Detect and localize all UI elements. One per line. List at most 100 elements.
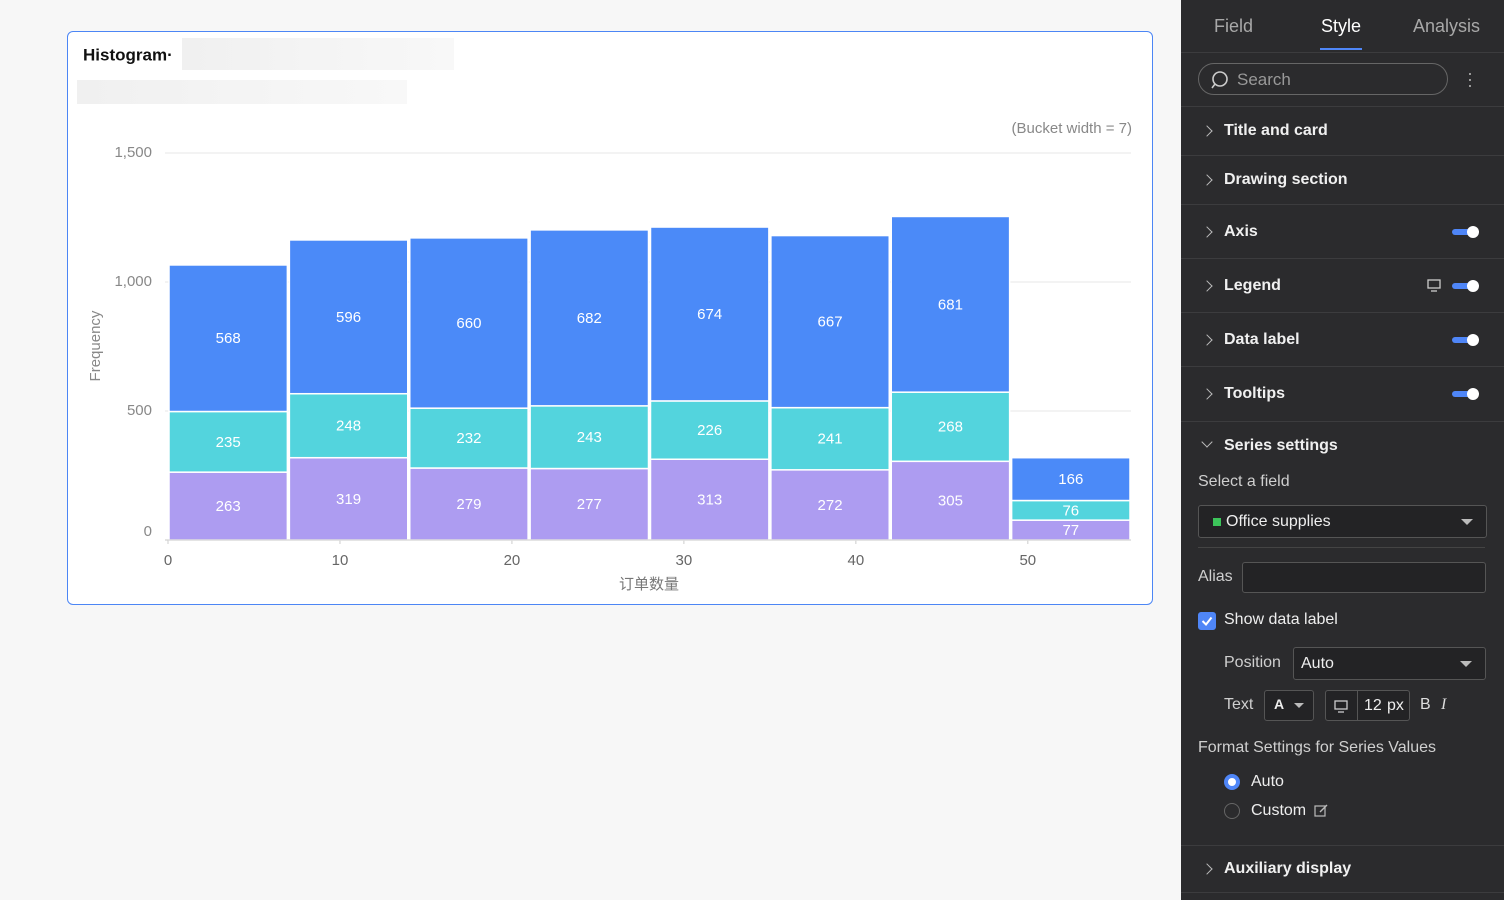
- radio[interactable]: [1224, 774, 1240, 790]
- data-label: 660: [456, 315, 481, 332]
- section-label: Drawing section: [1224, 171, 1348, 188]
- x-tick-label: 40: [848, 552, 865, 569]
- font-size: 12: [1364, 697, 1382, 714]
- position-dropdown[interactable]: Auto: [1293, 647, 1486, 680]
- toggle[interactable]: [1452, 279, 1479, 292]
- histogram-bar-segment: [288, 456, 409, 541]
- data-label: 77: [1062, 522, 1079, 539]
- data-label: 279: [456, 496, 481, 513]
- data-label: 268: [938, 419, 963, 436]
- histogram-bar-segment: [409, 237, 529, 409]
- section-row[interactable]: Tooltips: [1181, 367, 1504, 422]
- font-size-input[interactable]: 12 px: [1325, 690, 1410, 721]
- position-value: Auto: [1301, 655, 1334, 672]
- data-label: 248: [336, 418, 361, 435]
- section-row[interactable]: Data label: [1181, 313, 1504, 367]
- data-label: 241: [818, 431, 843, 448]
- toggle[interactable]: [1452, 333, 1479, 346]
- histogram-bar-segment: [1010, 456, 1131, 502]
- blurred-title: [182, 38, 454, 70]
- data-label: 243: [577, 429, 602, 446]
- device-icon: [1427, 279, 1441, 292]
- histogram-bar-segment: [890, 215, 1011, 393]
- data-label: 166: [1058, 471, 1083, 488]
- chart-title: Histogram·: [83, 45, 173, 64]
- data-label: 226: [697, 422, 722, 439]
- data-label: 235: [216, 434, 241, 451]
- section-row[interactable]: Axis: [1181, 205, 1504, 259]
- histogram-bar-segment: [168, 264, 289, 413]
- section-label: Axis: [1224, 222, 1258, 240]
- show-label-checkbox[interactable]: [1198, 612, 1216, 630]
- histogram-bar-segment: [288, 239, 409, 395]
- data-label: 263: [216, 498, 241, 515]
- data-label: 682: [577, 310, 602, 327]
- section-row[interactable]: Auxiliary display: [1181, 846, 1504, 893]
- data-label: 277: [577, 496, 602, 513]
- field-value: Office supplies: [1226, 513, 1331, 530]
- section-row[interactable]: Title and card: [1181, 107, 1504, 156]
- tab[interactable]: Analysis: [1413, 16, 1481, 36]
- histogram-bar-segment: [649, 226, 770, 402]
- x-tick-label: 0: [164, 552, 172, 569]
- chart: Histogram· (Bucket width = 7) Frequency …: [77, 38, 1132, 593]
- blurred-subtitle: [77, 80, 407, 104]
- check-mark: [1201, 616, 1213, 627]
- bucket-note: (Bucket width = 7): [1012, 120, 1132, 137]
- divider: [1198, 547, 1485, 548]
- format-title: Format Settings for Series Values: [1198, 739, 1437, 756]
- alias-input[interactable]: [1242, 562, 1486, 593]
- x-tick-label: 30: [676, 552, 693, 569]
- plot: 0 500 1,000 1,500 0 10 20 30 40 50 263 235 568 319 248…: [114, 144, 1131, 569]
- data-label: 313: [697, 492, 722, 509]
- bold-button[interactable]: B: [1420, 696, 1431, 713]
- toggle[interactable]: [1452, 225, 1479, 238]
- edit-icon[interactable]: [1314, 804, 1328, 818]
- section-label: Tooltips: [1224, 385, 1286, 402]
- data-label: 568: [216, 330, 241, 347]
- histogram-bar-segment: [770, 234, 890, 409]
- field-label: Select a field: [1198, 473, 1290, 490]
- tab[interactable]: Style: [1321, 16, 1362, 36]
- data-label: 76: [1062, 502, 1079, 519]
- radio[interactable]: [1224, 803, 1240, 819]
- font-color-glyph: A: [1274, 696, 1285, 712]
- data-label: 667: [818, 314, 843, 331]
- histogram-bar-segment: [288, 392, 409, 459]
- histogram-bar-segment: [409, 467, 529, 541]
- section-row-expanded[interactable]: Series settings: [1181, 422, 1504, 470]
- search-icon: [1211, 71, 1228, 89]
- radio-label: Custom: [1251, 802, 1307, 819]
- x-axis-label: 订单数量: [619, 576, 679, 593]
- y-axis-label: Frequency: [87, 310, 104, 381]
- y-tick-label: 1,500: [114, 144, 152, 161]
- show-label-text: Show data label: [1224, 611, 1338, 628]
- data-label: 319: [336, 491, 361, 508]
- section-label: Legend: [1224, 276, 1281, 294]
- y-tick-label: 500: [127, 402, 152, 419]
- data-label: 305: [938, 493, 963, 510]
- tab[interactable]: Field: [1214, 16, 1254, 36]
- y-tick-label: 0: [144, 523, 152, 540]
- search-box[interactable]: Search: [1198, 63, 1448, 95]
- histogram-bar-segment: [529, 467, 650, 541]
- section-row[interactable]: Drawing section: [1181, 156, 1504, 205]
- italic-button[interactable]: I: [1441, 696, 1447, 713]
- toggle[interactable]: [1452, 388, 1479, 400]
- alias-label: Alias: [1198, 568, 1233, 585]
- data-label: 232: [456, 430, 481, 447]
- section-label: Series settings: [1224, 437, 1338, 454]
- x-tick-label: 50: [1019, 552, 1036, 569]
- font-color-picker[interactable]: A: [1264, 690, 1314, 721]
- y-tick-label: 1,000: [114, 273, 152, 290]
- more-menu[interactable]: · · ·: [1467, 63, 1473, 95]
- histogram-bar-segment: [529, 405, 650, 470]
- text-label: Text: [1224, 696, 1254, 713]
- position-label: Position: [1224, 654, 1281, 671]
- field-dropdown[interactable]: Office supplies: [1198, 505, 1487, 538]
- section-row[interactable]: Legend: [1181, 259, 1504, 313]
- search-placeholder: Search: [1237, 70, 1291, 89]
- section-label: Title and card: [1224, 122, 1328, 139]
- x-tick-label: 10: [332, 552, 349, 569]
